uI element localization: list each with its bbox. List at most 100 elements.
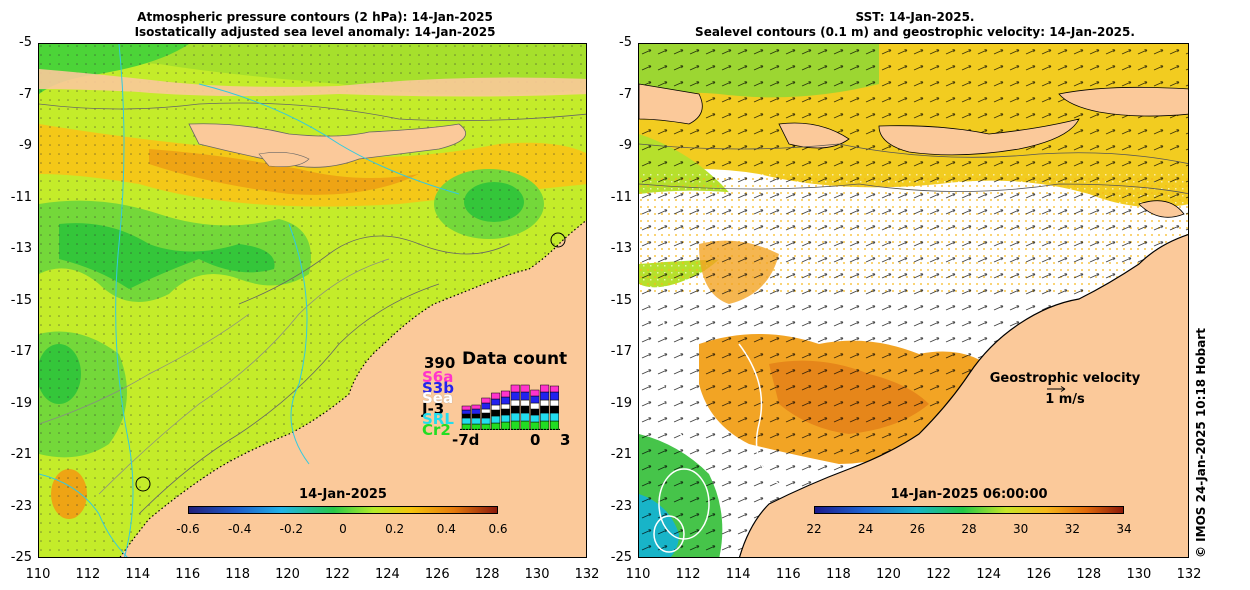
- right-colorbar-date: 14-Jan-2025 06:00:00: [890, 487, 1048, 502]
- station-marker-north[interactable]: [550, 232, 566, 248]
- data-count-bar-segment: [540, 391, 550, 401]
- sla-map[interactable]: [38, 43, 587, 558]
- data-count-bar-segment: [520, 420, 530, 430]
- x-tick-label: 112: [675, 567, 701, 582]
- y-tick-label: -9: [619, 138, 632, 153]
- x-tick-label: 122: [926, 567, 951, 582]
- pressure-contour-2: [198, 83, 460, 195]
- bathy-contour-4: [98, 258, 390, 495]
- x-tick-label: 114: [125, 567, 151, 582]
- y-tick-label: -15: [610, 292, 632, 308]
- sst-map[interactable]: [638, 43, 1189, 558]
- data-count-bar-segment: [491, 404, 501, 411]
- data-count-bar-segment: [520, 399, 530, 407]
- data-count-bar-segment: [481, 397, 491, 404]
- data-count-bar-segment: [540, 405, 550, 414]
- data-count-bar-segment: [500, 396, 510, 405]
- y-tick-label: -9: [19, 138, 32, 153]
- y-tick-label: -7: [19, 86, 32, 102]
- x-tick-label: 126: [424, 567, 450, 582]
- data-count-bar-segment: [510, 420, 520, 430]
- bathy-contour-2: [238, 235, 510, 305]
- data-count-bar-segment: [500, 390, 510, 398]
- y-tick-label: -19: [10, 395, 32, 411]
- data-count-bar-segment: [461, 405, 471, 411]
- data-count-bar-segment: [530, 395, 540, 404]
- data-count-title: Data count: [462, 349, 568, 369]
- data-count-xlabel-start: -7d: [452, 431, 480, 449]
- pressure-contour-3: [288, 223, 310, 465]
- data-count-bar-segment: [481, 408, 491, 414]
- data-count-bar-segment: [530, 408, 540, 416]
- data-count-bar-segment: [520, 412, 530, 422]
- data-count-bar-segment: [491, 415, 501, 424]
- x-tick-label: 124: [374, 567, 400, 582]
- x-tick-label: 124: [976, 567, 1002, 582]
- y-tick-label: -11: [10, 189, 32, 205]
- sea-level-contour-1: [639, 143, 1188, 165]
- data-count-bar-segment: [540, 384, 550, 393]
- data-count-bar-segment: [491, 392, 501, 400]
- data-count-bars: [460, 384, 560, 430]
- data-count-bar-segment: [471, 408, 481, 415]
- data-count-bar-segment: [471, 417, 481, 425]
- x-tick-label: 116: [775, 567, 801, 582]
- colorbar-tick-label: 0: [339, 522, 347, 536]
- sea-level-contour-2: [639, 183, 1188, 195]
- colorbar-tick-label: 24: [858, 522, 874, 536]
- sst-australia: [738, 234, 1188, 557]
- mission-label: S3b: [422, 378, 454, 397]
- y-tick-label: -13: [10, 241, 32, 256]
- station-marker-south[interactable]: [135, 476, 151, 492]
- mission-label: J-3: [422, 399, 445, 418]
- colorbar-tick-label: 22: [806, 522, 822, 536]
- data-count-bar-segment: [481, 417, 491, 425]
- data-count-bar-segment: [540, 399, 550, 407]
- data-count-bar-segment: [491, 422, 501, 430]
- x-tick-label: 132: [574, 567, 600, 582]
- data-count-bar-segment: [491, 398, 501, 406]
- data-count-bar-segment: [510, 391, 520, 401]
- data-count-bar-segment: [549, 399, 559, 407]
- data-count-bar-segment: [530, 402, 540, 410]
- sst-map-svg: [639, 44, 1188, 557]
- x-tick-label: 120: [876, 567, 901, 582]
- sst-island-west: [639, 83, 703, 125]
- y-tick-label: -23: [10, 498, 32, 514]
- data-count-bar-segment: [530, 421, 540, 430]
- right-colorbar: [814, 506, 1124, 514]
- data-count-bar-segment: [530, 414, 540, 423]
- y-tick-label: -21: [610, 447, 632, 462]
- y-tick-label: -21: [10, 447, 32, 462]
- y-tick-label: -17: [10, 344, 32, 359]
- pressure-contour-4: [39, 473, 128, 557]
- mission-label: Cr2: [422, 420, 451, 439]
- right-panel-title: SST: 14-Jan-2025. Sealevel contours (0.1…: [640, 10, 1190, 40]
- sst-island-melville: [1138, 200, 1185, 218]
- y-tick-label: -15: [10, 292, 32, 308]
- data-count-bar-segment: [540, 412, 550, 422]
- data-count-bar-segment: [500, 414, 510, 423]
- colorbar-tick-label: 0.2: [385, 522, 405, 536]
- x-tick-label: 126: [1026, 567, 1052, 582]
- imos-credit: © IMOS 24-Jan-2025 10:18 Hobart: [1194, 328, 1208, 558]
- data-count-bar-segment: [549, 385, 559, 393]
- x-tick-label: 110: [625, 567, 651, 582]
- y-tick-label: -23: [610, 498, 632, 514]
- sla-map-svg: [39, 44, 586, 557]
- sst-timor-island: [878, 118, 1080, 156]
- data-count-xlabel-mid: 0: [530, 431, 541, 449]
- x-tick-label: 132: [1176, 567, 1202, 582]
- data-count-bar-segment: [510, 384, 520, 393]
- x-tick-label: 120: [275, 567, 300, 582]
- data-count-bar-segment: [500, 421, 510, 430]
- x-tick-label: 130: [524, 567, 550, 582]
- velocity-scale-label: 1 m/s: [1045, 392, 1085, 407]
- colorbar-tick-label: 34: [1116, 522, 1132, 536]
- y-tick-label: -5: [19, 35, 32, 50]
- left-title-line1: Atmospheric pressure contours (2 hPa): 1…: [137, 10, 493, 24]
- y-tick-label: -25: [10, 550, 32, 565]
- colorbar-tick-label: -0.4: [227, 522, 252, 536]
- y-tick-label: -19: [610, 395, 632, 411]
- data-count-bar-segment: [500, 403, 510, 410]
